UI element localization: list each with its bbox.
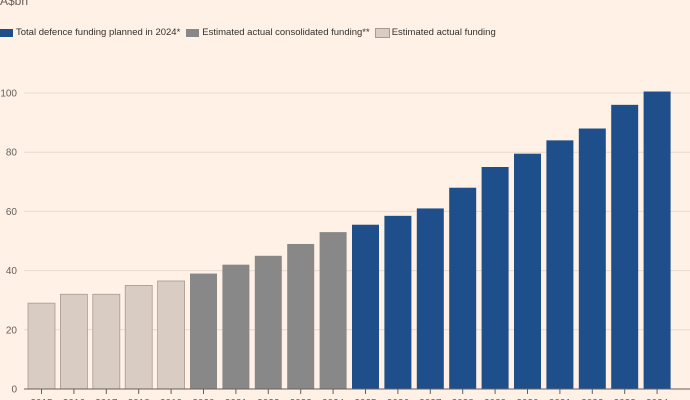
bar-2019 <box>157 280 186 390</box>
bar-2023 <box>287 243 315 389</box>
y-tick-label: 100 <box>0 89 17 100</box>
x-tick-label: 2017 <box>95 398 118 400</box>
y-tick-label: 20 <box>6 325 18 336</box>
x-tick-label: 2022 <box>257 398 280 400</box>
legend-swatch <box>0 28 13 37</box>
bar-2026 <box>384 215 412 389</box>
x-tick-label: 2028 <box>452 398 475 400</box>
bar-2024 <box>319 232 347 389</box>
bar-2028 <box>449 187 477 389</box>
legend-label: Estimated actual consolidated funding** <box>202 27 370 38</box>
y-tick-label: 40 <box>6 266 18 277</box>
bar-2022 <box>254 255 282 389</box>
x-tick-label: 2027 <box>419 398 442 400</box>
legend-item-consolidated: Estimated actual consolidated funding** <box>186 27 370 38</box>
bar-2033 <box>611 104 639 389</box>
bar-2027 <box>416 208 444 389</box>
x-tick-label: 2020 <box>192 398 215 400</box>
y-tick-label: 80 <box>6 148 18 159</box>
x-tick-label: 2016 <box>63 398 86 400</box>
legend-item-planned: Total defence funding planned in 2024* <box>0 27 180 38</box>
bar-2021 <box>222 264 250 389</box>
legend: Total defence funding planned in 2024* E… <box>0 27 496 38</box>
x-tick-label: 2031 <box>549 398 572 400</box>
x-tick-label: 2023 <box>290 398 313 400</box>
legend-item-actual: Estimated actual funding <box>374 27 496 38</box>
bar-2029 <box>481 167 509 389</box>
legend-label: Total defence funding planned in 2024* <box>16 27 181 38</box>
x-tick-label: 2025 <box>354 398 377 400</box>
bar-2025 <box>352 224 379 389</box>
x-tick-label: 2015 <box>30 398 53 400</box>
y-tick-label: 60 <box>6 207 18 218</box>
y-tick-label: 0 <box>11 385 17 396</box>
bar-2032 <box>578 128 606 389</box>
x-tick-label: 2029 <box>484 398 507 400</box>
x-tick-label: 2030 <box>516 398 539 400</box>
x-tick-label: 2024 <box>322 398 345 400</box>
bar-2030 <box>514 153 541 389</box>
bar-2034 <box>643 91 671 390</box>
bar-2015 <box>27 302 56 390</box>
x-tick-label: 2034 <box>646 398 669 400</box>
x-tick-label: 2019 <box>160 398 183 400</box>
x-tick-label: 2018 <box>128 398 151 400</box>
bar-2016 <box>60 293 88 390</box>
legend-swatch <box>374 27 390 38</box>
y-axis-label: A$bn <box>0 0 29 8</box>
x-tick-label: 2032 <box>581 398 604 400</box>
legend-label: Estimated actual funding <box>391 27 496 38</box>
bar-2031 <box>546 140 574 389</box>
bar-2017 <box>92 293 121 390</box>
bar-2020 <box>190 273 217 389</box>
x-tick-label: 2033 <box>614 398 637 400</box>
bar-2018 <box>124 284 153 390</box>
x-tick-label: 2026 <box>387 398 410 400</box>
x-tick-label: 2021 <box>225 398 248 400</box>
legend-swatch <box>186 28 200 37</box>
